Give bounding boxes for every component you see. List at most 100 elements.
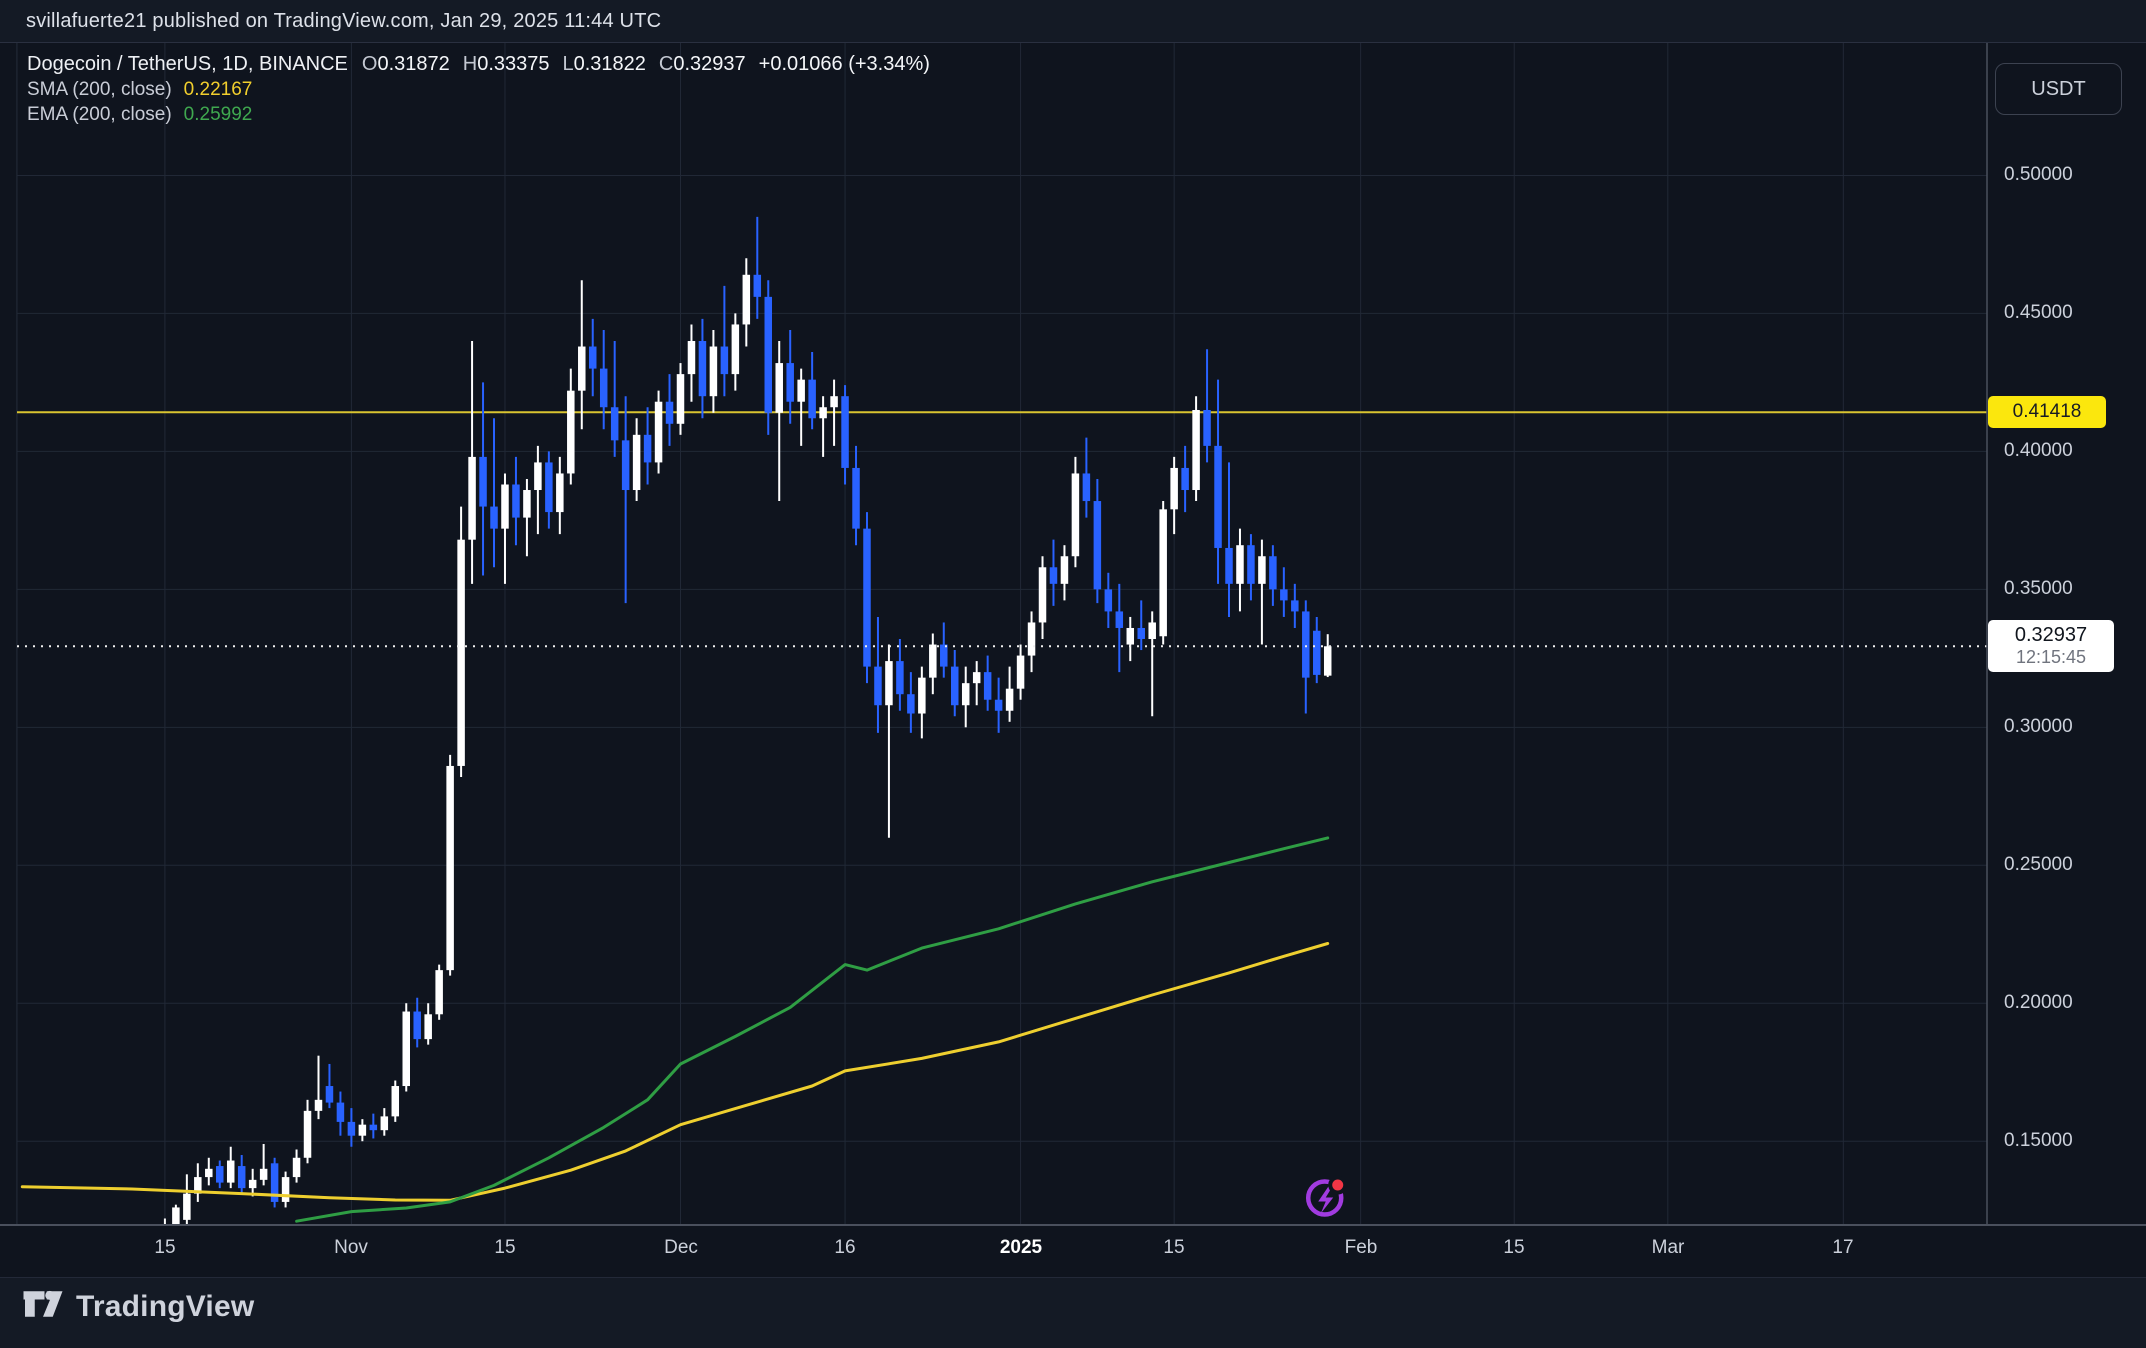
candle-body bbox=[336, 1102, 345, 1122]
candle-body bbox=[720, 346, 729, 375]
candle-body bbox=[654, 401, 663, 463]
candle-body bbox=[972, 672, 981, 684]
sma-indicator-row[interactable]: SMA (200, close) 0.22167 bbox=[27, 77, 930, 102]
time-axis-label: Mar bbox=[1651, 1237, 1685, 1258]
candle-body bbox=[205, 1168, 213, 1178]
candle-body bbox=[1192, 409, 1200, 491]
ohlc-close: C0.32937 bbox=[658, 52, 746, 75]
candle-body bbox=[1258, 556, 1266, 584]
published-info-line: svillafuerte21 published on TradingView.… bbox=[26, 10, 662, 32]
candle-body bbox=[226, 1160, 235, 1183]
candle-body bbox=[610, 407, 619, 441]
candle-body bbox=[1313, 630, 1321, 675]
notification-dot bbox=[1328, 1175, 1348, 1195]
price-change: +0.01066 (+3.34%) bbox=[758, 52, 930, 75]
candle-body bbox=[512, 484, 520, 518]
price-axis[interactable]: USDT 0.50000 0.45000 0.40000 0.35000 0.30000… bbox=[1987, 43, 2146, 1224]
candle-body bbox=[621, 440, 630, 491]
candle-body bbox=[1269, 556, 1277, 590]
sma-indicator-value: 0.22167 bbox=[183, 78, 253, 100]
candle-body bbox=[325, 1086, 334, 1103]
candle-body bbox=[1225, 547, 1233, 584]
candle-body bbox=[665, 401, 674, 424]
candle-body bbox=[534, 462, 542, 491]
candle-body bbox=[402, 1011, 410, 1087]
symbol-description[interactable]: Dogecoin / TetherUS, 1D, BINANCE bbox=[27, 52, 348, 75]
candle-body bbox=[468, 456, 476, 540]
price-axis-label: 0.15000 bbox=[2004, 1130, 2073, 1151]
candle-body bbox=[1214, 445, 1222, 548]
price-axis-label: 0.35000 bbox=[2004, 578, 2073, 599]
candle-body bbox=[940, 644, 948, 667]
level-line-price-tag: 0.41418 bbox=[1988, 396, 2106, 428]
candle-body bbox=[852, 467, 860, 529]
tradingview-watermark[interactable]: TradingView bbox=[22, 1288, 254, 1326]
time-axis[interactable]: 15 Nov 15 Dec 16 2025 15 Feb 15 Mar 17 bbox=[0, 1224, 2146, 1276]
candle-body bbox=[1071, 473, 1080, 557]
candle-body bbox=[435, 970, 443, 1015]
candle-body bbox=[819, 407, 827, 419]
candle-body bbox=[194, 1177, 202, 1194]
price-axis-label: 0.25000 bbox=[2004, 854, 2073, 875]
candle-body bbox=[808, 379, 816, 419]
candle-body bbox=[1291, 600, 1299, 612]
candle-body bbox=[490, 506, 498, 529]
candle-body bbox=[578, 346, 586, 391]
candle-body bbox=[632, 434, 641, 491]
time-axis-label: 15 bbox=[1503, 1237, 1525, 1258]
chart-legend: Dogecoin / TetherUS, 1D, BINANCE O0.3187… bbox=[27, 51, 930, 127]
currency-toggle-button[interactable]: USDT bbox=[1995, 63, 2122, 115]
lightning-bolt-icon bbox=[1318, 1186, 1334, 1214]
candle-body bbox=[1323, 646, 1332, 676]
candle-body bbox=[281, 1177, 290, 1202]
tradingview-logo-icon bbox=[23, 1290, 63, 1317]
candle-body bbox=[1159, 509, 1167, 637]
candle-body bbox=[753, 274, 762, 297]
time-axis-label: 16 bbox=[834, 1237, 856, 1258]
bar-countdown: 12:15:45 bbox=[2015, 647, 2087, 667]
candle-body bbox=[1137, 627, 1145, 640]
candle-body bbox=[1247, 545, 1255, 584]
candle-body bbox=[841, 396, 849, 468]
candle-body bbox=[259, 1168, 268, 1180]
candle-body bbox=[929, 644, 937, 678]
candle-body bbox=[1126, 627, 1135, 645]
candle-body bbox=[567, 390, 575, 474]
candle-body bbox=[358, 1124, 367, 1136]
candle-body bbox=[951, 666, 959, 706]
ohlc-high: H0.33375 bbox=[462, 52, 550, 75]
candle-body bbox=[1181, 467, 1189, 491]
candle-body bbox=[983, 672, 992, 700]
price-axis-label: 0.30000 bbox=[2004, 716, 2073, 737]
chart-plot-canvas[interactable] bbox=[0, 43, 2146, 1277]
candle-body bbox=[380, 1116, 389, 1131]
price-axis-label: 0.20000 bbox=[2004, 992, 2073, 1013]
time-axis-label: Feb bbox=[1344, 1237, 1378, 1258]
candle-body bbox=[216, 1166, 224, 1183]
candle-body bbox=[764, 296, 773, 413]
candle-body bbox=[731, 324, 740, 375]
ema-overlay-line bbox=[295, 836, 1330, 1223]
candle-body bbox=[1302, 611, 1310, 678]
time-axis-label: 15 bbox=[494, 1237, 516, 1258]
candle-body bbox=[775, 363, 783, 413]
candle-body bbox=[172, 1207, 180, 1224]
candle-body bbox=[183, 1193, 191, 1220]
candle-body bbox=[1236, 545, 1244, 584]
candle-body bbox=[1049, 567, 1058, 584]
ema-indicator-value: 0.25992 bbox=[183, 103, 253, 125]
tradingview-logo-text: TradingView bbox=[76, 1290, 255, 1323]
candle-body bbox=[369, 1124, 378, 1131]
candle-body bbox=[1082, 473, 1091, 502]
candle-body bbox=[391, 1086, 400, 1117]
ema-indicator-row[interactable]: EMA (200, close) 0.25992 bbox=[27, 102, 930, 127]
candle-body bbox=[248, 1179, 257, 1189]
minds-circle-icon[interactable] bbox=[1305, 1179, 1344, 1217]
time-axis-label: Nov bbox=[334, 1237, 368, 1258]
candle-body bbox=[545, 462, 553, 513]
candle-body bbox=[643, 434, 652, 463]
chart-widget: Dogecoin / TetherUS, 1D, BINANCE O0.3187… bbox=[0, 42, 2146, 1278]
candle-body bbox=[457, 539, 465, 766]
candle-body bbox=[896, 661, 904, 695]
candle-body bbox=[676, 374, 685, 424]
